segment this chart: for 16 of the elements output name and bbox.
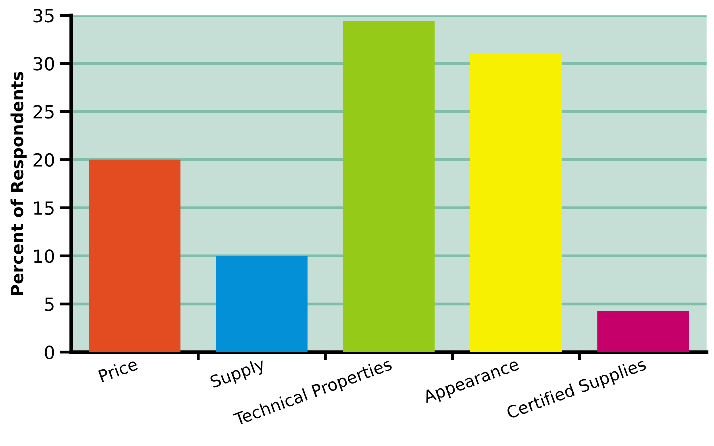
- bar: [343, 21, 435, 352]
- bar: [216, 256, 308, 352]
- y-tick-label: 0: [45, 346, 54, 360]
- y-tick-label: 20: [34, 153, 54, 168]
- y-tick-label: 35: [34, 9, 54, 23]
- bar: [470, 54, 562, 352]
- y-axis-title: Percent of Respondents: [10, 72, 27, 296]
- y-tick-label: 25: [34, 105, 54, 119]
- x-tick-label: Supply: [210, 357, 268, 392]
- y-tick-label: 30: [34, 57, 54, 71]
- x-tick-label: Price: [98, 358, 139, 383]
- y-tick-label: 15: [34, 202, 54, 216]
- bar: [89, 160, 181, 352]
- bar: [598, 310, 690, 352]
- y-tick-label: 5: [45, 298, 54, 312]
- y-tick-label: 10: [34, 250, 54, 264]
